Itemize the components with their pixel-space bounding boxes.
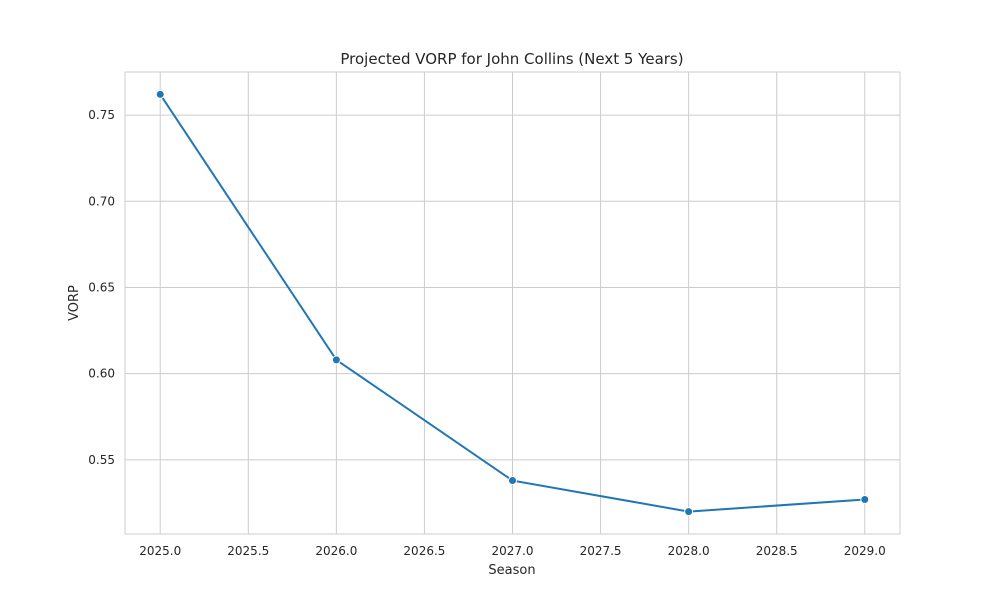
x-tick-label: 2028.0 (668, 544, 710, 558)
x-axis-label: Season (488, 563, 535, 578)
x-tick-label: 2026.5 (403, 544, 445, 558)
y-tick-label: 0.75 (88, 108, 115, 122)
x-tick-labels: 2025.0 2025.5 2026.0 2026.5 2027.0 2027.5 2028… (139, 544, 886, 558)
data-point (860, 495, 870, 505)
plot-frame (124, 71, 901, 535)
x-tick-label: 2029.0 (844, 544, 886, 558)
x-tick-label: 2028.5 (756, 544, 798, 558)
y-tick-label: 0.65 (88, 280, 115, 294)
y-tick-label: 0.55 (88, 453, 115, 467)
y-tick-labels: 0.55 0.60 0.65 0.70 0.75 (88, 108, 115, 467)
x-tick-label: 2025.0 (139, 544, 181, 558)
series-layer (155, 89, 870, 517)
data-point (508, 476, 517, 486)
x-tick-label: 2027.5 (580, 544, 622, 558)
x-tick-label: 2027.0 (492, 544, 534, 558)
y-axis-label: VORP (67, 285, 82, 321)
data-point (155, 89, 165, 99)
grid-lines (125, 72, 900, 534)
x-tick-label: 2026.0 (315, 544, 357, 558)
chart-title: Projected VORP for John Collins (Next 5 … (340, 50, 683, 68)
data-point (684, 507, 694, 517)
y-tick-label: 0.60 (88, 367, 115, 381)
x-tick-label: 2025.5 (227, 544, 269, 558)
data-point (331, 355, 341, 365)
y-tick-label: 0.70 (88, 194, 115, 208)
